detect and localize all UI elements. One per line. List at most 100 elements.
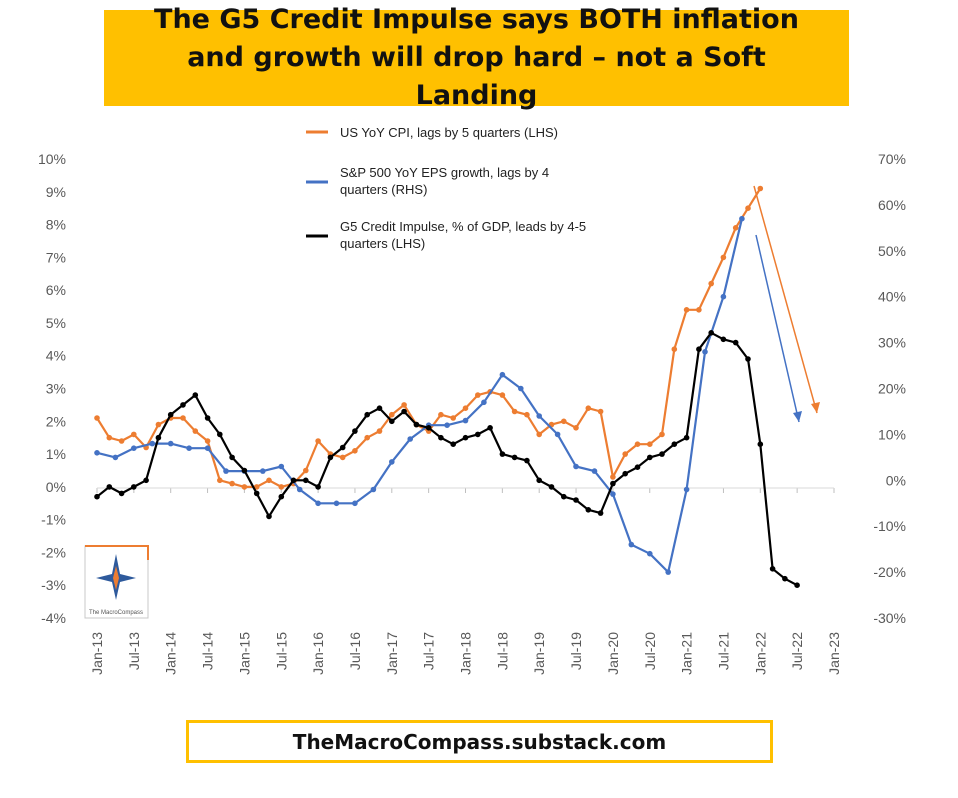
left-axis-tick-label: 3% (46, 381, 66, 397)
data-point (118, 438, 125, 444)
data-point (352, 428, 358, 434)
x-axis-tick-label: Jul-20 (642, 632, 658, 670)
data-point (94, 415, 100, 421)
data-point (106, 484, 113, 490)
right-axis-tick-label: 30% (878, 335, 906, 351)
data-point (425, 425, 432, 431)
data-point (610, 480, 616, 487)
footer-url: TheMacroCompass.substack.com (292, 729, 667, 754)
data-point (364, 411, 371, 418)
data-point (217, 431, 223, 438)
data-point (720, 254, 727, 261)
right-axis-tick-label: -10% (873, 518, 906, 534)
series-line (96, 218, 743, 574)
data-point (585, 507, 592, 513)
data-point (204, 445, 211, 452)
data-point (573, 463, 579, 470)
data-point (548, 484, 555, 490)
data-point (303, 477, 309, 484)
right-axis-tick-label: -30% (873, 610, 906, 626)
x-axis-tick-label: Jul-17 (421, 632, 437, 670)
data-point (647, 441, 653, 448)
right-axis-tick-label: -20% (873, 564, 906, 580)
data-point (499, 371, 506, 378)
data-point (131, 445, 137, 452)
data-point (223, 468, 229, 474)
right-axis-tick-label: 10% (878, 426, 906, 442)
orange-projection-arrow (753, 185, 818, 414)
data-point (389, 411, 395, 418)
data-point (94, 450, 100, 456)
data-point (720, 336, 727, 343)
x-axis-tick-label: Jan-21 (679, 632, 695, 675)
data-point (683, 307, 690, 313)
data-point (597, 408, 604, 415)
data-point (769, 566, 776, 572)
data-point (266, 513, 272, 520)
data-point (112, 454, 119, 461)
data-point (131, 484, 137, 490)
orange-arrowhead (811, 402, 820, 413)
data-point (389, 459, 395, 465)
left-axis-tick-label: -4% (41, 610, 66, 626)
data-point (634, 464, 641, 471)
left-axis-ticks: 10% 9% 8% 7% 6% 5% 4% 3% 2% 1% 0% -1% -2% -3% -4% (38, 151, 66, 626)
left-axis-tick-label: -1% (41, 512, 66, 528)
series-1 (94, 215, 745, 575)
data-point (610, 474, 616, 480)
data-point (475, 431, 481, 438)
x-axis-tick-label: Jan-14 (163, 632, 179, 675)
data-point (708, 330, 714, 336)
x-axis-tick-label: Jan-19 (531, 632, 547, 675)
left-axis-tick-label: -2% (41, 544, 66, 560)
data-point (536, 413, 542, 419)
data-point (131, 431, 137, 438)
data-point (702, 349, 708, 355)
data-point (518, 385, 524, 392)
data-point (290, 477, 297, 484)
data-point (462, 417, 469, 424)
data-point (739, 215, 745, 222)
data-point (511, 454, 518, 461)
data-point (278, 493, 285, 500)
data-point (217, 477, 223, 484)
data-point (487, 425, 493, 431)
macro-compass-logo: The MacroCompass (84, 545, 149, 619)
data-point (253, 484, 260, 490)
data-point (204, 438, 211, 444)
data-point (370, 486, 377, 493)
x-axis-tick-label: Jul-19 (568, 632, 584, 670)
x-axis-tick-label: Jul-21 (715, 632, 731, 670)
logo-label: The MacroCompass (89, 610, 143, 616)
footer-banner: TheMacroCompass.substack.com (186, 720, 773, 763)
x-axis-tick-label: Jan-23 (826, 632, 842, 675)
x-axis-tick-label: Jan-16 (310, 632, 326, 675)
data-point (204, 415, 211, 421)
left-axis-tick-label: 9% (46, 184, 66, 200)
data-point (438, 434, 444, 441)
data-point (732, 339, 739, 346)
data-point (708, 280, 714, 287)
data-point (610, 491, 616, 497)
data-point (444, 422, 450, 429)
x-axis-tick-label: Jul-13 (126, 632, 142, 670)
data-point (407, 436, 414, 442)
left-axis-tick-label: 10% (38, 151, 66, 167)
data-point (683, 434, 690, 441)
x-axis-tick-label: Jul-18 (494, 632, 510, 670)
right-axis-tick-label: 40% (878, 289, 906, 305)
legend-label-eps-line2: quarters (RHS) (340, 182, 427, 197)
data-point (155, 434, 162, 441)
blue-projection-arrow (755, 234, 800, 423)
data-point (499, 392, 506, 398)
legend-label-credit-line1: G5 Credit Impulse, % of GDP, leads by 4-… (340, 219, 586, 234)
legend-label-cpi: US YoY CPI, lags by 5 quarters (LHS) (340, 125, 558, 140)
projection-arrows (753, 185, 820, 423)
right-axis-ticks: 70% 60% 50% 40% 30% 20% 10% 0% -10% -20% -30% (873, 151, 906, 626)
x-axis-tick-label: Jan-20 (605, 632, 621, 675)
series-2 (94, 330, 800, 588)
data-point (782, 575, 788, 582)
data-point (622, 470, 628, 477)
left-axis-tick-label: 1% (46, 446, 66, 462)
data-point (671, 441, 678, 448)
